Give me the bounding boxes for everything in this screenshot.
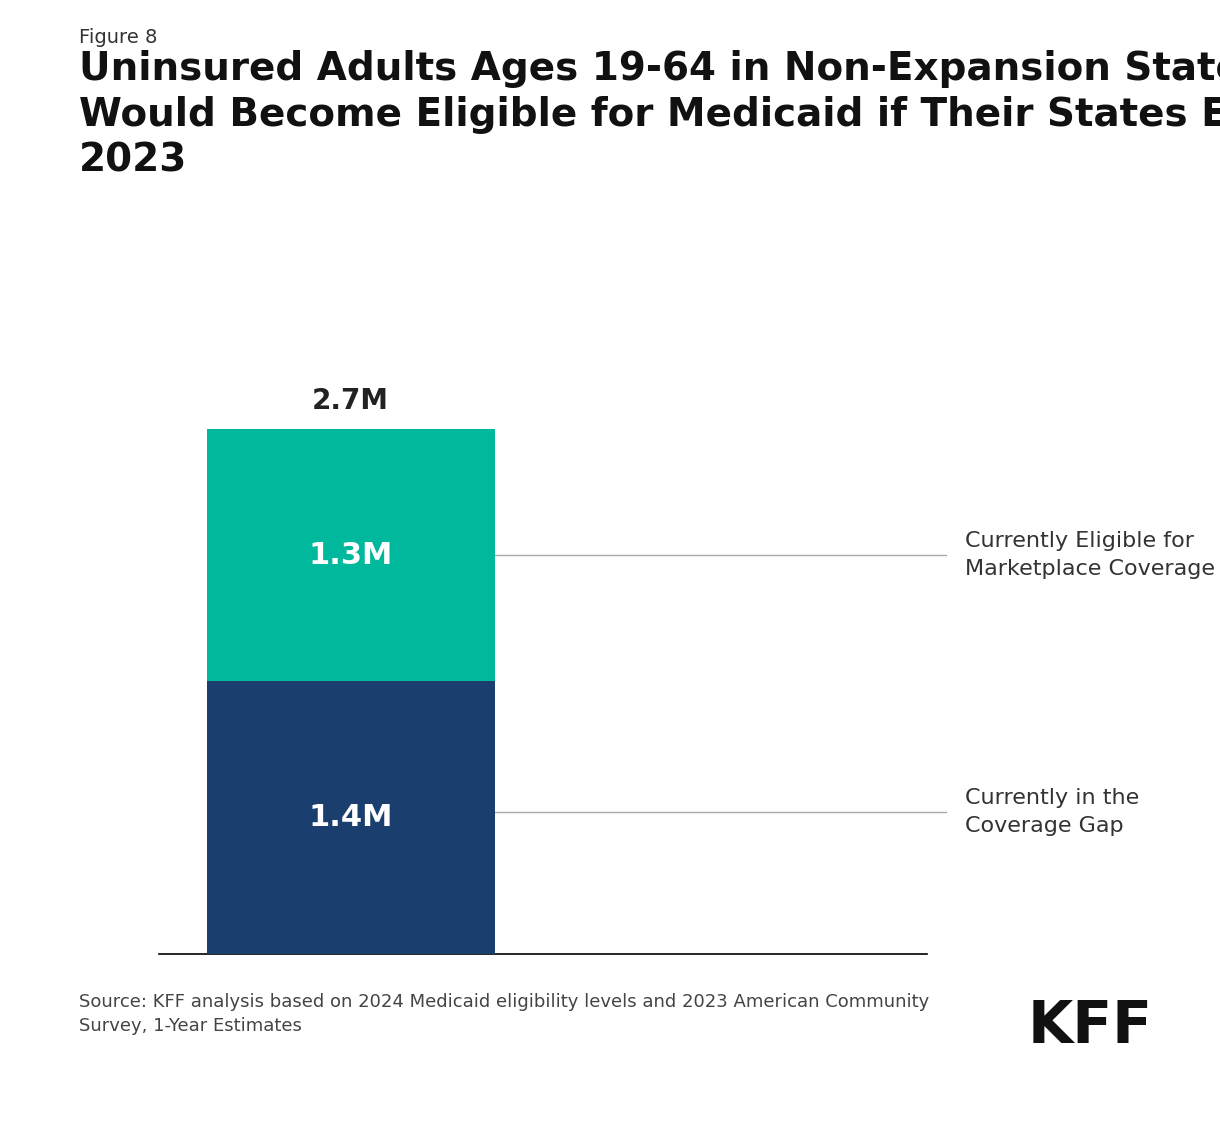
Text: Figure 8: Figure 8	[79, 28, 157, 47]
Text: Source: KFF analysis based on 2024 Medicaid eligibility levels and 2023 American: Source: KFF analysis based on 2024 Medic…	[79, 993, 930, 1034]
Bar	[206, 429, 494, 681]
Text: Currently in the
Coverage Gap: Currently in the Coverage Gap	[965, 788, 1139, 836]
Text: Uninsured Adults Ages 19-64 in Non-Expansion States Who
Would Become Eligible fo: Uninsured Adults Ages 19-64 in Non-Expan…	[79, 50, 1220, 180]
Text: Currently Eligible for
Marketplace Coverage: Currently Eligible for Marketplace Cover…	[965, 531, 1215, 579]
Text: 1.3M: 1.3M	[309, 541, 393, 570]
Text: 1.4M: 1.4M	[309, 803, 393, 833]
Bar	[206, 681, 494, 954]
Text: 2.7M: 2.7M	[312, 387, 389, 415]
Text: KFF: KFF	[1028, 997, 1153, 1055]
